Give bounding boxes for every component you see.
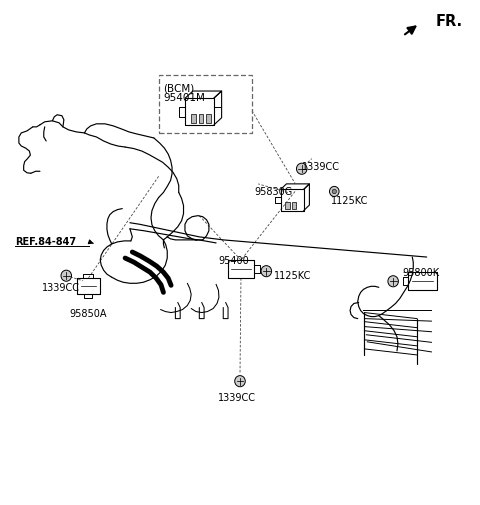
Text: FR.: FR. <box>435 14 462 29</box>
Circle shape <box>329 187 339 197</box>
Circle shape <box>297 164 307 175</box>
Text: 95400: 95400 <box>218 256 249 266</box>
Text: 1125KC: 1125KC <box>331 195 368 206</box>
Text: 95850A: 95850A <box>69 308 107 318</box>
Bar <box>199 115 204 124</box>
Bar <box>286 203 290 210</box>
Circle shape <box>332 190 336 194</box>
Bar <box>192 115 196 124</box>
Circle shape <box>235 376 245 387</box>
Text: 1339CC: 1339CC <box>218 392 256 402</box>
Text: 1125KC: 1125KC <box>274 271 311 281</box>
Text: (BCM): (BCM) <box>163 83 195 93</box>
Bar <box>292 203 296 210</box>
Text: 95830G: 95830G <box>254 187 293 197</box>
Circle shape <box>261 266 272 277</box>
Text: 95401M: 95401M <box>163 92 205 103</box>
Text: 1339CC: 1339CC <box>42 283 80 293</box>
Circle shape <box>388 276 398 287</box>
Text: REF.84-847: REF.84-847 <box>15 236 76 246</box>
Bar <box>158 76 252 134</box>
Text: 95800K: 95800K <box>403 268 440 278</box>
Circle shape <box>61 271 72 282</box>
Bar <box>206 115 211 124</box>
Text: 1339CC: 1339CC <box>302 162 340 172</box>
